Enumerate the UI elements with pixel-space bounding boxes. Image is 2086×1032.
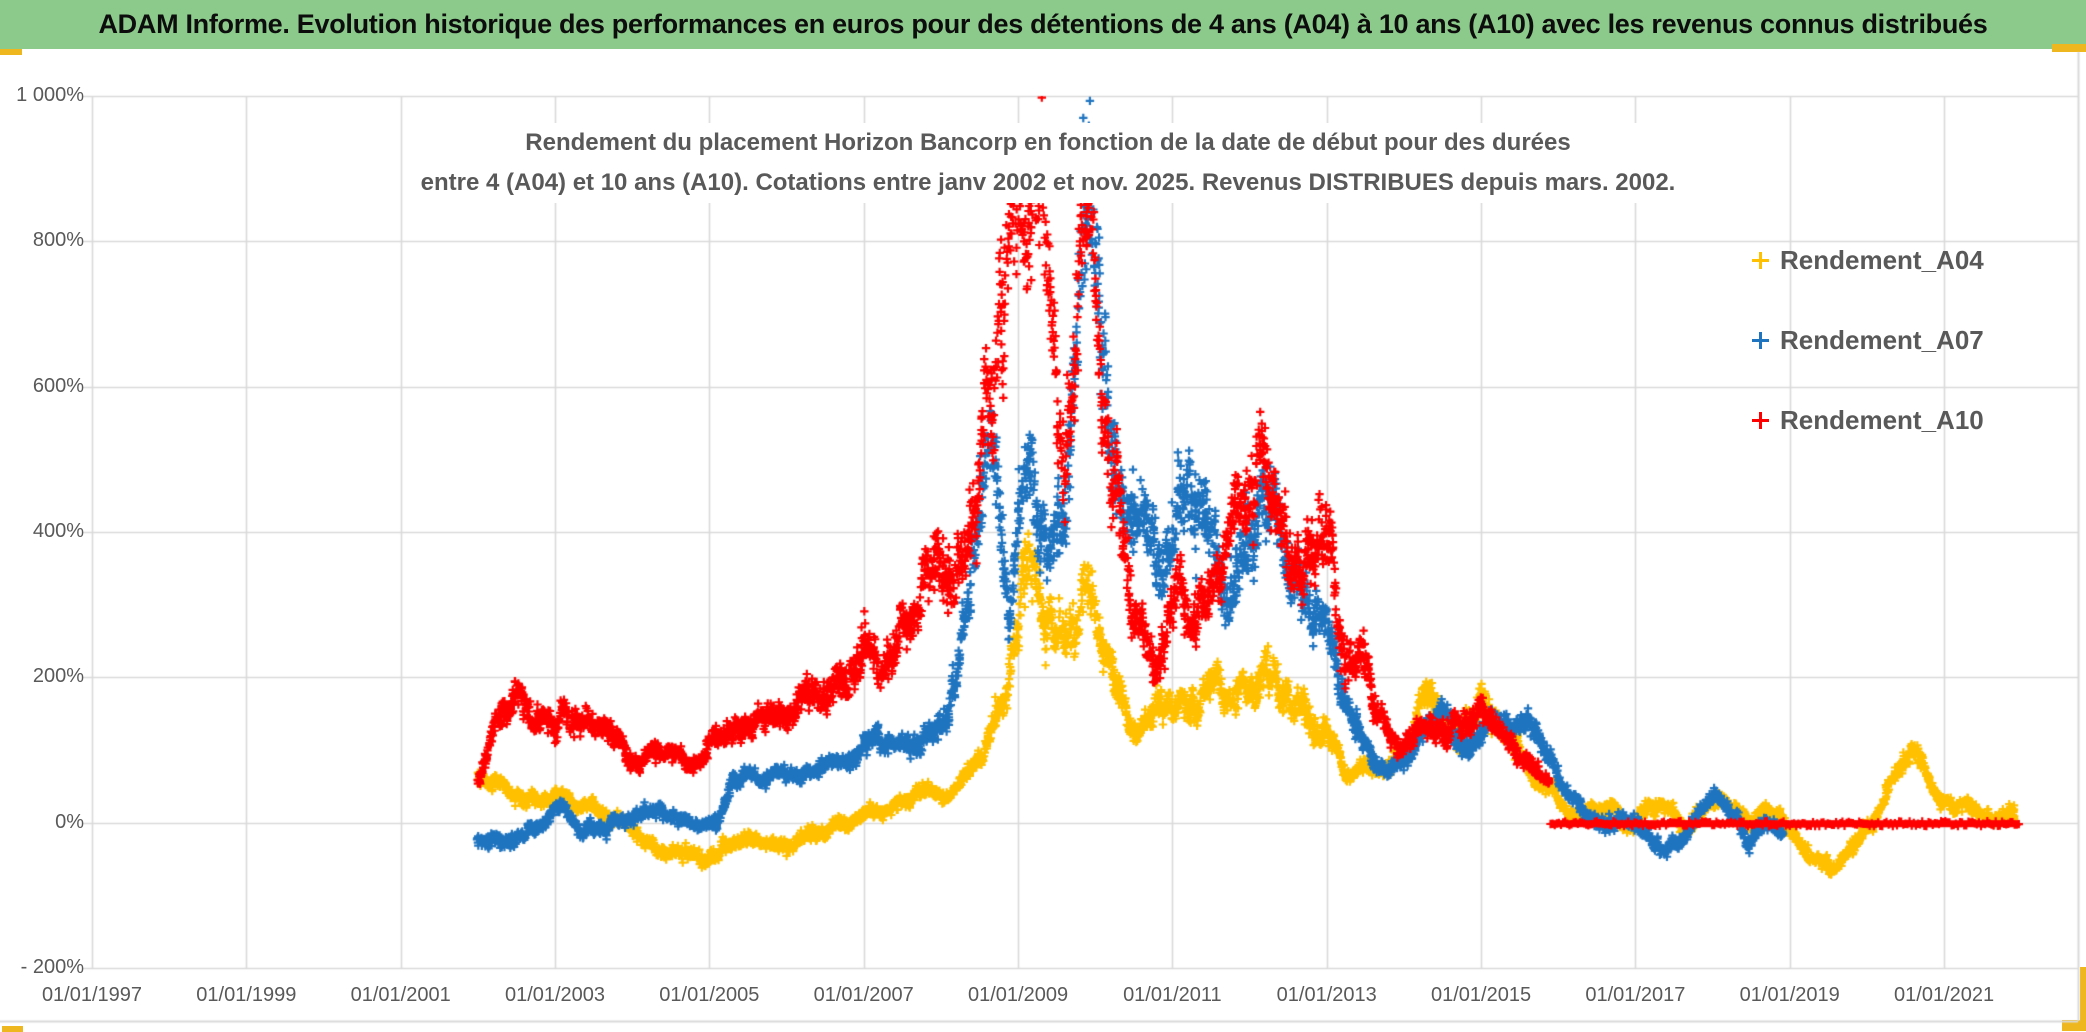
chart-title: Rendement du placement Horizon Bancorp e… (404, 123, 1692, 203)
x-tick-label: 01/01/2019 (1739, 984, 1840, 1006)
x-tick-label: 01/01/2017 (1585, 984, 1686, 1006)
chart-title-line2: entre 4 (A04) et 10 ans (A10). Cotations… (420, 169, 1676, 196)
legend-item-rendement-a04[interactable]: Rendement_A04 (1738, 245, 1984, 276)
gold-accent-top-right (2052, 44, 2086, 52)
plus-marker-icon (1752, 412, 1769, 429)
x-tick-label: 01/01/2005 (659, 984, 760, 1006)
header-banner: ADAM Informe. Evolution historique des p… (0, 0, 2086, 49)
legend-item-rendement-a07[interactable]: Rendement_A07 (1738, 325, 1984, 356)
x-tick-label: 01/01/2013 (1276, 984, 1377, 1006)
y-tick-label: 1 000% (16, 83, 84, 106)
x-tick-label: 01/01/2009 (967, 984, 1069, 1006)
y-tick-label: - 200% (20, 956, 84, 978)
legend-item-rendement-a10[interactable]: Rendement_A10 (1738, 405, 1984, 436)
x-tick-label: 01/01/2021 (1894, 984, 1995, 1006)
y-tick-label: 600% (32, 374, 84, 397)
x-tick-label: 01/01/1997 (41, 984, 143, 1006)
plot-area-canvas[interactable] (0, 49, 2086, 1032)
y-tick-label: 400% (32, 519, 84, 542)
x-tick-label: 01/01/2007 (813, 984, 914, 1006)
legend-item-label: Rendement_A04 (1780, 245, 1984, 275)
plus-marker-icon (1752, 252, 1769, 269)
legend-item-label: Rendement_A10 (1780, 405, 1984, 435)
x-tick-label: 01/01/1999 (196, 984, 297, 1006)
chart[interactable]: Rendement du placement Horizon Bancorp e… (0, 49, 2086, 1032)
y-tick-label: 800% (32, 229, 84, 252)
header-title: ADAM Informe. Evolution historique des p… (98, 9, 1988, 39)
x-tick-label: 01/01/2001 (350, 984, 451, 1006)
legend-item-label: Rendement_A07 (1780, 325, 1984, 355)
y-tick-label: 200% (32, 665, 84, 688)
x-tick-label: 01/01/2003 (504, 984, 606, 1006)
x-tick-label: 01/01/2011 (1123, 984, 1222, 1006)
x-tick-label: 01/01/2015 (1430, 984, 1532, 1006)
y-tick-label: 0% (55, 810, 84, 833)
chart-title-line1: Rendement du placement Horizon Bancorp e… (525, 129, 1571, 156)
plus-marker-icon (1752, 332, 1769, 349)
